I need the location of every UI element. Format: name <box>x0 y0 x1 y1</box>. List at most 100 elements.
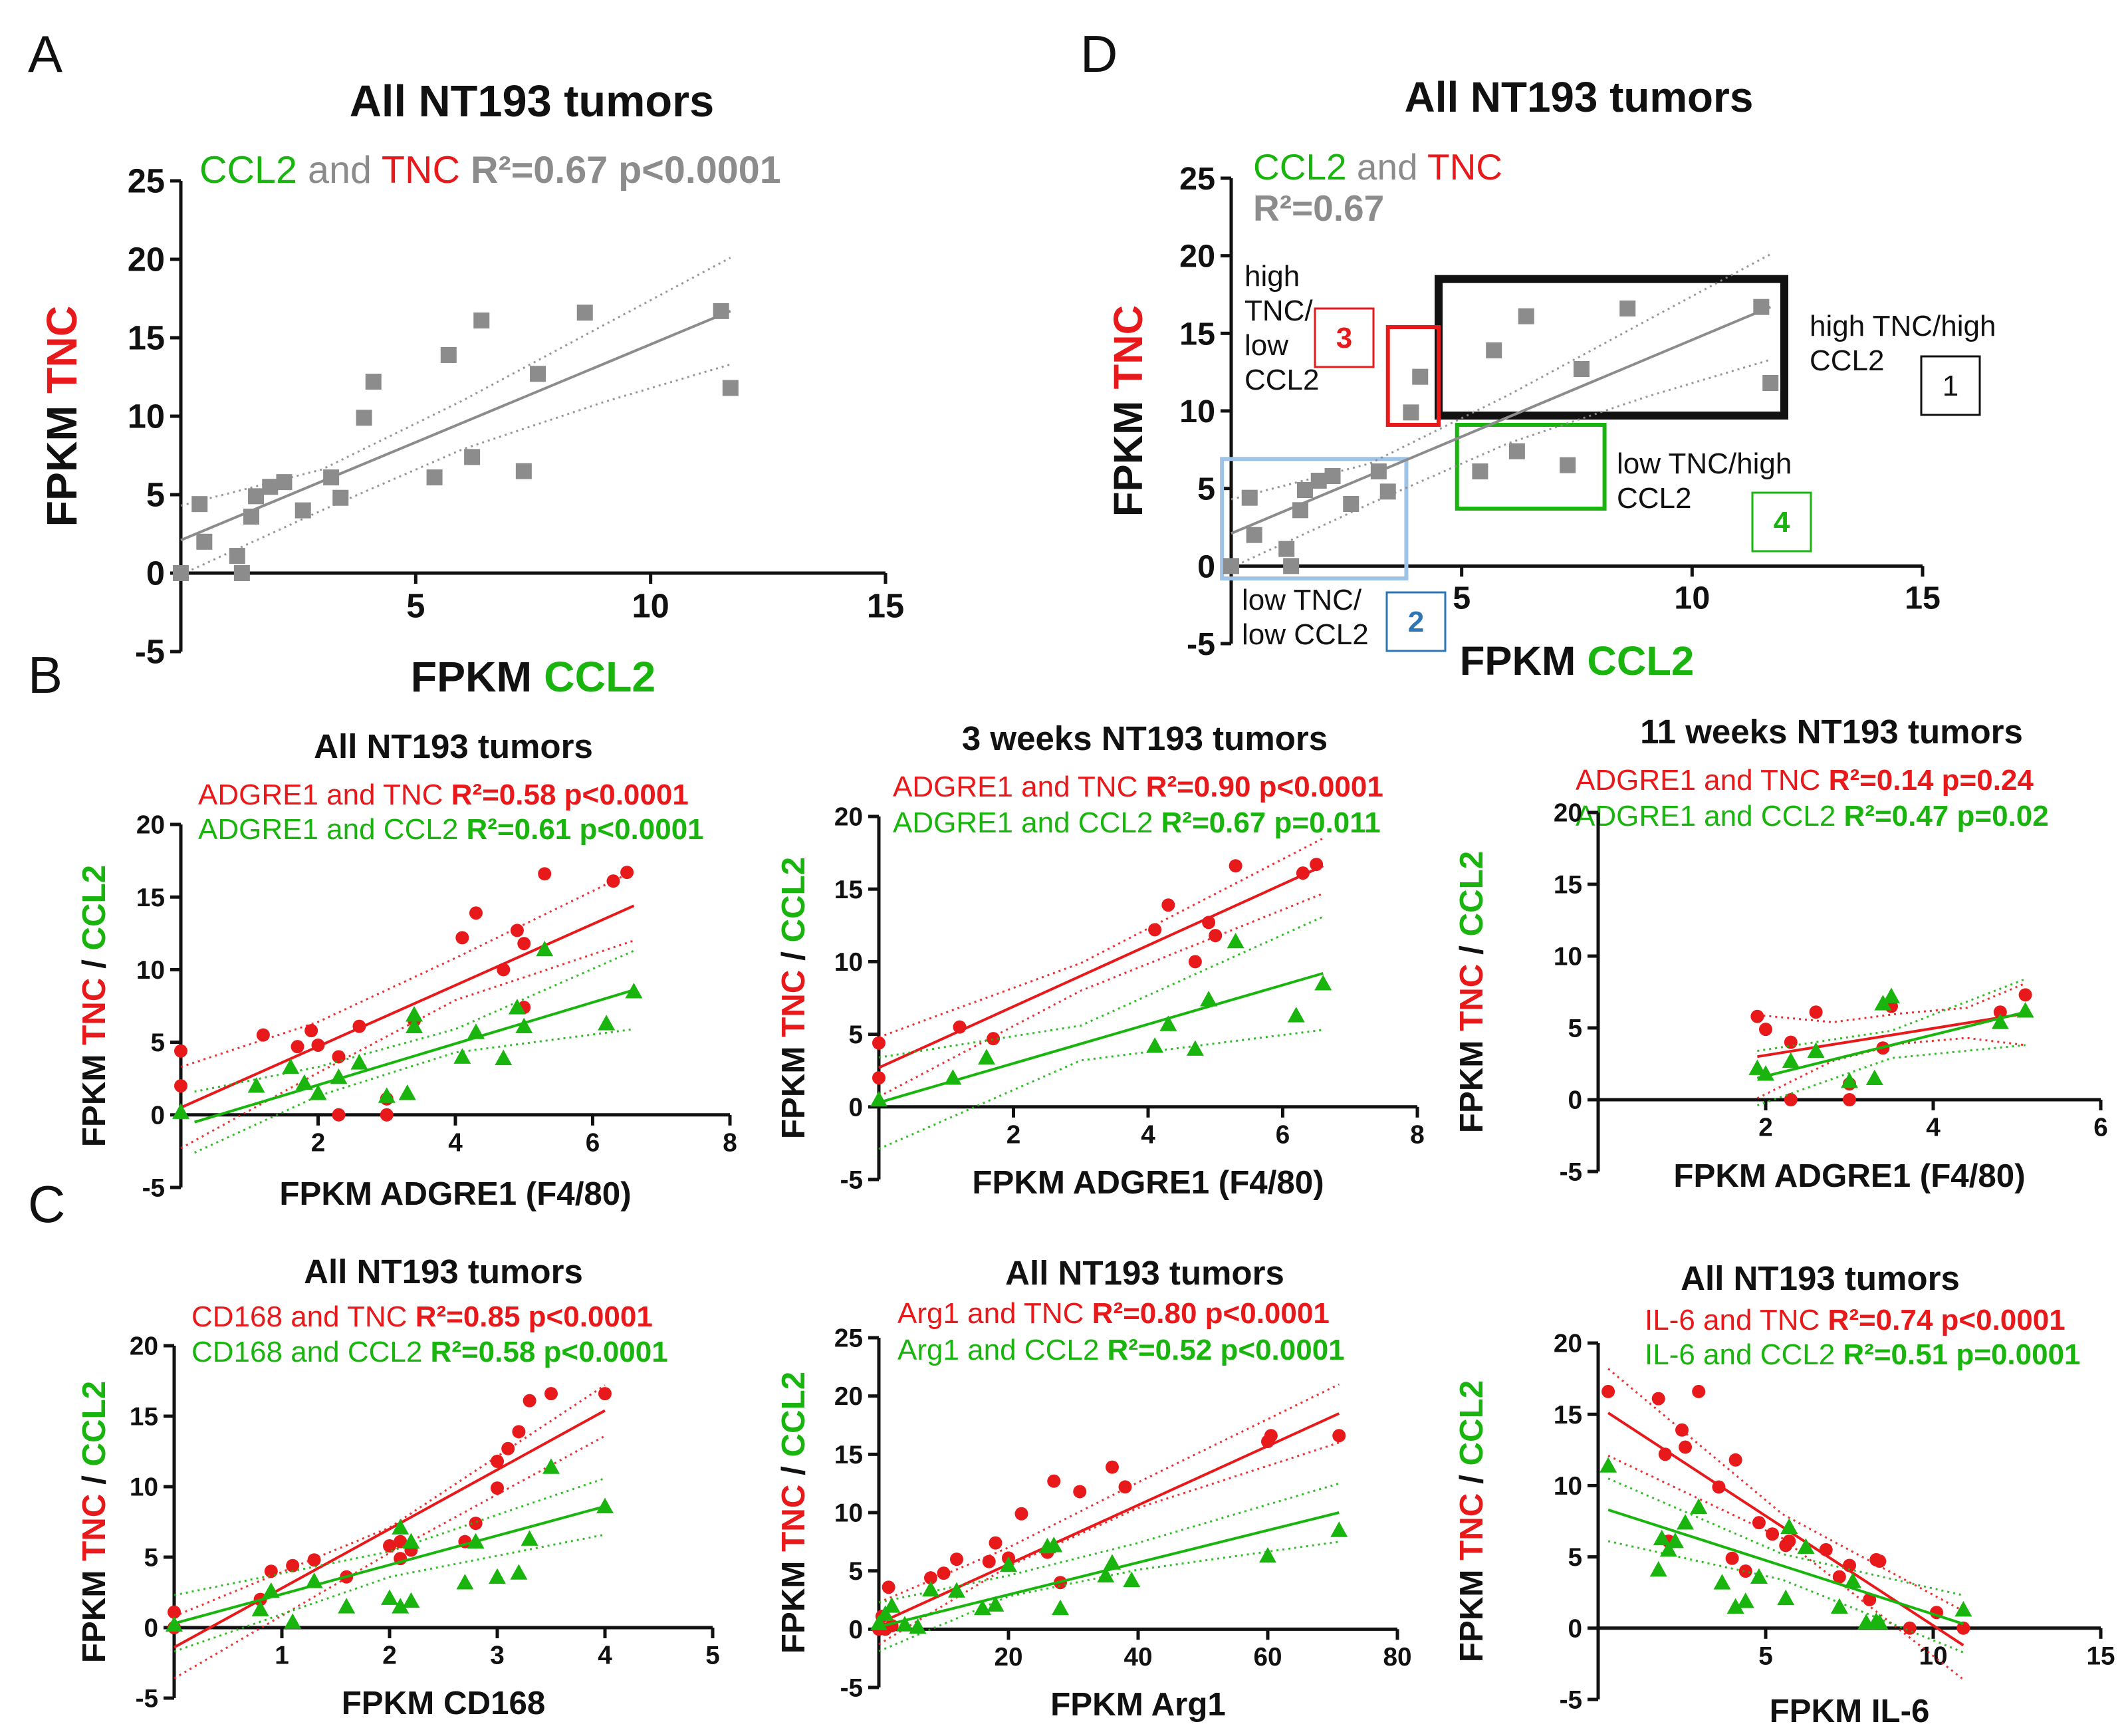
data-point <box>1379 483 1396 500</box>
y-axis-label-part-2: / <box>1453 1466 1490 1493</box>
y-axis-label: FPKM TNC / CCL2 <box>1453 1380 1490 1662</box>
data-point <box>1264 1429 1278 1443</box>
data-point <box>1844 1572 1862 1588</box>
data-point <box>1227 932 1244 949</box>
y-tick-label: 20 <box>834 1382 863 1411</box>
x-tick-label: 2 <box>1758 1114 1773 1142</box>
data-point <box>455 931 469 945</box>
data-point <box>978 1049 995 1064</box>
y-axis-label-part-2: / <box>1453 937 1490 964</box>
data-point <box>332 489 349 506</box>
x-axis-label-part-1: CCL2 <box>1587 638 1694 684</box>
ci-lower-line <box>1756 1037 2026 1100</box>
data-point <box>1186 1040 1204 1056</box>
data-point <box>1807 1042 1825 1058</box>
stat-line-0-part-0: IL-6 and TNC <box>1645 1304 1820 1336</box>
y-tick-label: 0 <box>848 1616 863 1644</box>
x-tick-label: 40 <box>1123 1643 1152 1672</box>
data-point <box>1123 1571 1141 1588</box>
series-tnc-vs-ccl2 <box>173 257 739 581</box>
quadrant-number-1: 1 <box>1943 370 1958 402</box>
data-point <box>1956 1621 1970 1635</box>
y-tick-label: 10 <box>128 398 165 435</box>
x-tick-label: 2 <box>382 1642 397 1670</box>
data-point <box>606 874 620 888</box>
panel-label-b: B <box>28 646 62 704</box>
series-tnc <box>174 866 635 1150</box>
data-point <box>523 1394 536 1408</box>
stat-line-1-part-1: R²=0.51 p=0.0001 <box>1835 1338 2080 1371</box>
ci-lower-line <box>1607 1455 1964 1681</box>
stat-line-1: Arg1 and CCL2 R²=0.52 p<0.0001 <box>897 1334 1345 1366</box>
x-tick-label: 1 <box>275 1642 289 1670</box>
data-point <box>515 1017 533 1033</box>
quadrant-label-4: low TNC/high <box>1617 447 1792 480</box>
fit-line <box>1607 1508 1964 1626</box>
y-tick-label: -5 <box>136 1685 158 1713</box>
data-point <box>1677 1514 1695 1530</box>
plots: All NT193 tumors CCL2 and TNC R²=0.67 p<0… <box>38 73 2115 1729</box>
data-point <box>1653 1529 1671 1546</box>
y-tick-label: 10 <box>130 1473 158 1502</box>
y-tick-label: 20 <box>136 811 165 840</box>
series-ccl2 <box>166 1458 614 1653</box>
data-point <box>338 1598 356 1614</box>
data-point <box>1047 1474 1061 1488</box>
data-point <box>1332 1429 1346 1443</box>
stat-line-0: ADGRE1 and TNC R²=0.58 p<0.0001 <box>198 779 689 811</box>
x-axis-label-part-1: CCL2 <box>544 653 655 701</box>
y-axis-label-part-3: CCL2 <box>1453 851 1490 937</box>
x-tick-label: 8 <box>1410 1121 1425 1150</box>
data-point <box>247 1077 265 1093</box>
y-tick-label: 10 <box>1179 394 1215 430</box>
stat-line-0-part-1: R²=0.80 p<0.0001 <box>1084 1297 1329 1330</box>
y-tick-label: 25 <box>1179 161 1215 197</box>
stat-line-0: IL-6 and TNC R²=0.74 p<0.0001 <box>1645 1304 2066 1336</box>
data-point <box>876 1605 894 1621</box>
x-axis-label: FPKM ADGRE1 (F4/80) <box>279 1176 631 1212</box>
data-point <box>1863 1592 1877 1606</box>
data-point <box>1343 496 1360 512</box>
data-point <box>264 1564 278 1578</box>
data-point <box>1871 1614 1889 1630</box>
data-point <box>332 1050 346 1064</box>
data-point <box>168 1605 181 1619</box>
data-point <box>1841 1072 1858 1088</box>
y-tick-label: -5 <box>135 633 165 671</box>
data-point <box>383 1539 396 1553</box>
data-point <box>392 1519 410 1535</box>
y-tick-label: 0 <box>146 555 165 592</box>
chart-title: 3 weeks NT193 tumors <box>962 719 1328 757</box>
stat-line-1-part-1: R²=0.58 p<0.0001 <box>422 1336 667 1368</box>
chart-b2: 3 weeks NT193 tumors ADGRE1 and TNC R²=0.… <box>775 719 1425 1201</box>
data-point <box>495 1049 513 1066</box>
x-axis-label-part-0: FPKM ADGRE1 (F4/80) <box>279 1176 631 1212</box>
data-point <box>166 1616 183 1632</box>
x-tick-label: 6 <box>2093 1114 2108 1142</box>
data-point <box>1832 1570 1846 1584</box>
stat-line-0-part-0: CCL2 <box>1253 146 1347 187</box>
y-axis-label: FPKM TNC / CCL2 <box>76 1381 112 1663</box>
fit-line <box>1756 1011 2026 1080</box>
data-point <box>989 1536 1003 1550</box>
y-axis-label-part-3: CCL2 <box>76 865 112 951</box>
data-point <box>2018 988 2032 1002</box>
data-point <box>620 866 634 880</box>
panel-label-d: D <box>1080 25 1118 83</box>
x-axis-label-part-0: FPKM ADGRE1 (F4/80) <box>1673 1158 2025 1194</box>
data-point <box>1296 866 1310 880</box>
data-point <box>1666 1533 1684 1549</box>
data-point <box>291 1040 304 1054</box>
data-point <box>1518 308 1534 324</box>
stat-line-1-part-1: R²=0.47 p=0.02 <box>1835 800 2048 832</box>
data-point <box>356 410 372 426</box>
data-point <box>508 999 526 1015</box>
data-point <box>1725 1551 1739 1565</box>
y-tick-label: 10 <box>1554 943 1582 971</box>
data-point <box>536 940 554 957</box>
quadrant-box-3 <box>1385 325 1441 427</box>
ci-lower-line <box>878 1441 1340 1646</box>
y-axis-label-part-0: FPKM <box>38 394 86 527</box>
data-point <box>1809 1005 1823 1019</box>
